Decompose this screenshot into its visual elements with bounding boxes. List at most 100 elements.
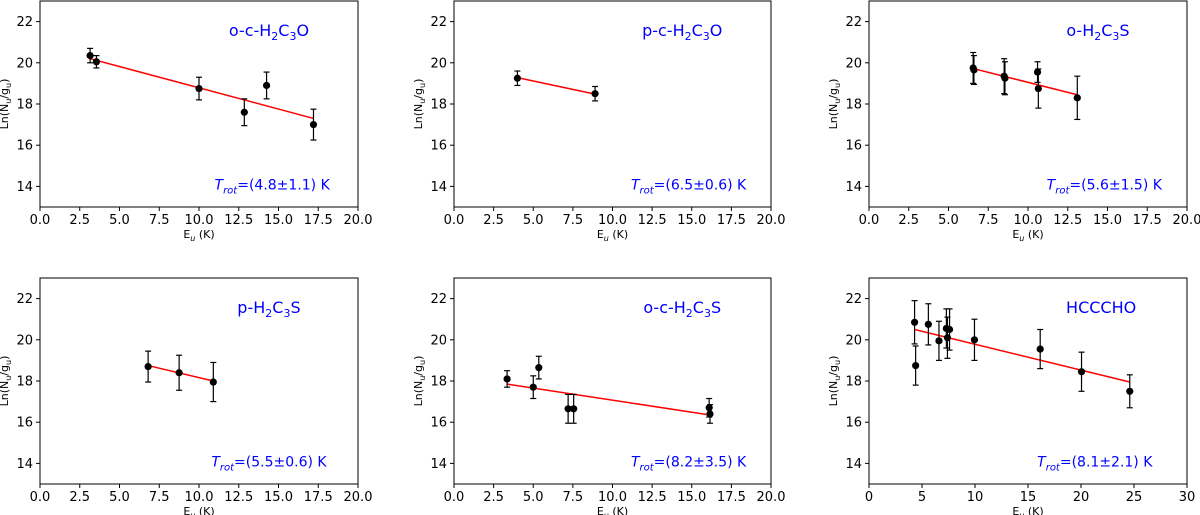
molecule-label: o-c-H2C3O — [229, 21, 309, 43]
molecule-label: p-H2C3S — [237, 298, 300, 320]
x-tick-label: 7.5 — [563, 213, 584, 228]
y-tick-label: 22 — [16, 292, 33, 307]
x-tick-label: 12.5 — [224, 213, 253, 228]
x-axis-label: Eu (K) — [597, 505, 628, 515]
data-point — [1077, 368, 1086, 376]
y-tick-label: 18 — [845, 375, 862, 390]
x-tick-label: 10.0 — [185, 490, 214, 505]
y-axis-label: Ln(Nu/gu) — [0, 356, 13, 407]
y-tick-label: 18 — [16, 375, 33, 390]
x-tick-label: 10 — [967, 490, 984, 505]
x-tick-label: 5.0 — [109, 490, 130, 505]
data-point — [535, 364, 543, 372]
x-tick-label: 5.0 — [523, 490, 544, 505]
data-point — [924, 320, 932, 328]
y-axis-label: Ln(Nu/gu) — [0, 79, 13, 130]
x-axis-label: Eu (K) — [183, 228, 214, 243]
y-axis-label: Ln(Nu/gu) — [412, 79, 427, 130]
trot-label: Trot=(5.6±1.5) K — [1047, 177, 1163, 196]
x-tick-label: 10.0 — [1014, 213, 1043, 228]
data-point — [1001, 74, 1009, 82]
y-tick-label: 14 — [16, 457, 33, 472]
data-point — [144, 362, 152, 371]
data-point — [970, 66, 978, 74]
x-tick-label: 12.5 — [224, 490, 253, 505]
x-tick-label: 20 — [1073, 490, 1090, 505]
data-point — [1036, 345, 1044, 353]
x-tick-label: 12.5 — [1053, 213, 1082, 228]
trot-label: Trot=(8.1±2.1) K — [1037, 454, 1153, 473]
x-tick-label: 17.5 — [304, 213, 333, 228]
x-tick-label: 0.0 — [30, 213, 51, 228]
y-tick-label: 20 — [430, 333, 447, 348]
y-tick-label: 18 — [430, 98, 447, 113]
fit-line — [506, 383, 711, 416]
data-point — [912, 361, 920, 370]
data-point — [570, 405, 578, 413]
axes-frame — [39, 0, 359, 208]
molecule-label: o-H2C3S — [1066, 21, 1129, 43]
y-tick-label: 20 — [430, 56, 447, 71]
x-tick-label: 15.0 — [677, 213, 706, 228]
y-tick-label: 20 — [16, 333, 33, 348]
data-point — [92, 58, 101, 66]
panel-4: 0.0 2.5 5.0 7.5 10.0 12.5 15.0 17.5 20.0 14 16 18 20… — [0, 277, 373, 515]
x-tick-label: 30 — [1179, 490, 1196, 505]
data-point — [503, 375, 511, 383]
x-tick-label: 5.0 — [523, 213, 544, 228]
molecule-label: p-c-H2C3O — [642, 21, 722, 43]
x-tick-label: 0.0 — [30, 490, 51, 505]
x-tick-label: 20.0 — [1173, 213, 1200, 228]
x-tick-label: 15.0 — [264, 213, 293, 228]
y-tick-label: 18 — [430, 375, 447, 390]
panel-2: 0.0 2.5 5.0 7.5 10.0 12.5 15.0 17.5 20.0 14 16 18 20… — [412, 0, 786, 243]
data-point — [1034, 84, 1042, 93]
x-tick-label: 20.0 — [344, 490, 373, 505]
data-point — [309, 121, 318, 129]
x-tick-label: 2.5 — [69, 213, 90, 228]
x-tick-label: 20.0 — [757, 490, 786, 505]
data-point — [706, 410, 714, 418]
data-point — [591, 90, 599, 98]
trot-label: Trot=(4.8±1.1) K — [215, 177, 331, 196]
x-tick-label: 20.0 — [757, 213, 786, 228]
y-tick-label: 14 — [845, 457, 862, 472]
data-point — [1033, 68, 1042, 76]
y-axis-label: Ln(Nu/gu) — [827, 356, 842, 407]
x-tick-label: 2.5 — [69, 490, 90, 505]
x-tick-label: 5.0 — [109, 213, 130, 228]
x-tick-label: 0.0 — [444, 213, 465, 228]
x-tick-label: 17.5 — [304, 490, 333, 505]
data-point — [195, 84, 203, 93]
x-tick-label: 0.0 — [859, 213, 880, 228]
axes-frame — [453, 0, 772, 208]
panel-3: 0.0 2.5 5.0 7.5 10.0 12.5 15.0 17.5 20.0 14 16 18 20… — [827, 0, 1200, 243]
x-tick-label: 12.5 — [638, 213, 667, 228]
y-tick-label: 20 — [845, 56, 862, 71]
panel-5: 0.0 2.5 5.0 7.5 10.0 12.5 15.0 17.5 20.0 14 16 18 20… — [412, 277, 786, 515]
x-tick-label: 15.0 — [677, 490, 706, 505]
x-tick-label: 7.5 — [149, 490, 170, 505]
x-tick-label: 15 — [1020, 490, 1037, 505]
panel-1: 0.0 2.5 5.0 7.5 10.0 12.5 15.0 17.5 20.0 14 16 18 20… — [0, 0, 372, 243]
molecule-label: o-c-H2C3S — [643, 298, 721, 320]
data-point — [564, 405, 572, 413]
x-tick-label: 7.5 — [978, 213, 999, 228]
y-tick-label: 22 — [16, 15, 33, 30]
data-point — [175, 369, 183, 377]
x-tick-label: 0 — [865, 490, 873, 505]
x-axis-label: Eu (K) — [1012, 505, 1043, 515]
x-tick-label: 10.0 — [598, 213, 627, 228]
data-point — [209, 378, 217, 386]
x-axis-label: Eu (K) — [597, 228, 628, 243]
data-point — [262, 81, 271, 90]
x-tick-label: 15.0 — [1093, 213, 1122, 228]
y-tick-label: 22 — [430, 15, 447, 30]
x-tick-label: 7.5 — [563, 490, 584, 505]
y-tick-label: 16 — [16, 416, 33, 431]
y-tick-label: 16 — [845, 139, 862, 154]
x-tick-label: 5 — [918, 490, 926, 505]
x-tick-label: 17.5 — [1133, 213, 1162, 228]
x-tick-label: 2.5 — [898, 213, 919, 228]
x-axis-label: Eu (K) — [1012, 228, 1043, 243]
